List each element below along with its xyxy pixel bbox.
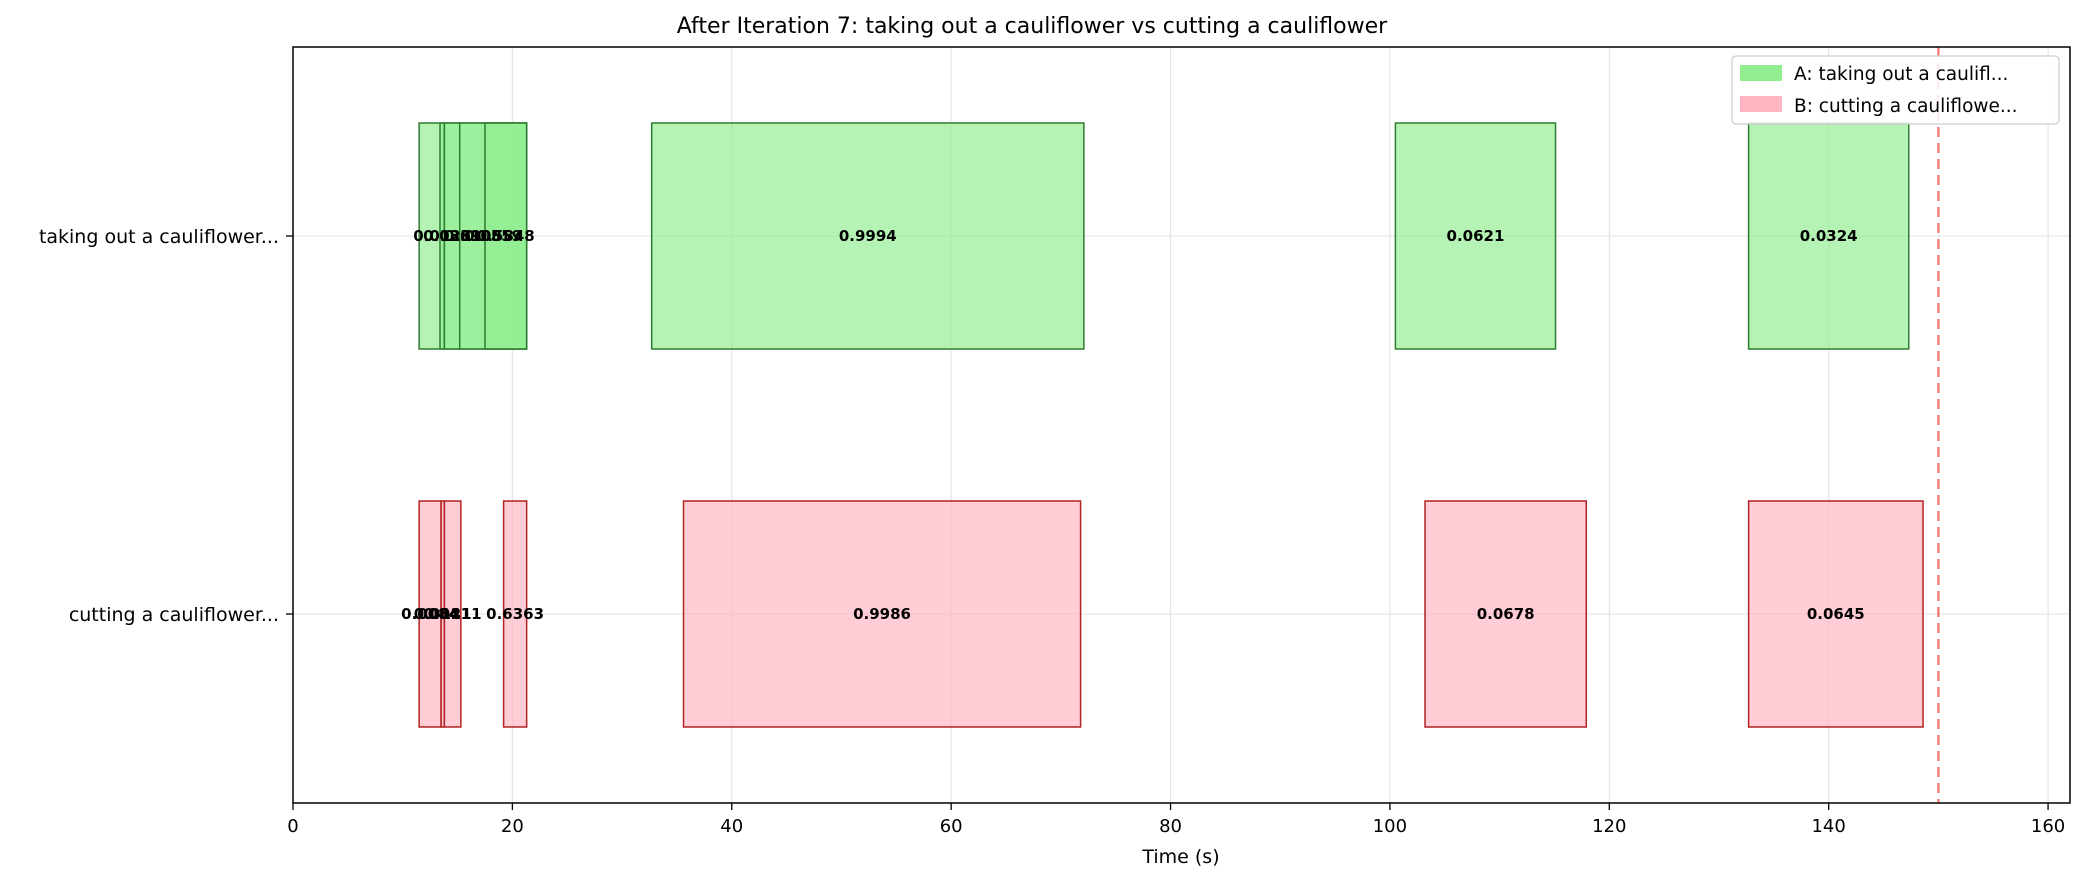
x-axis-label: Time (s) <box>1141 846 1219 868</box>
timeline-bar <box>682 500 1082 728</box>
x-tick-label: 120 <box>1592 816 1626 837</box>
y-category-label: cutting a cauliflower... <box>69 604 279 626</box>
bar-score-label: 0.0678 <box>1477 605 1535 623</box>
x-tick-label: 20 <box>501 816 524 837</box>
legend-swatch-b <box>1740 96 1782 112</box>
timeline-bar <box>443 500 462 728</box>
bar-score-label: 0.0084 <box>401 605 459 623</box>
y-axis: taking out a cauliflower... cutting a cau… <box>39 226 293 626</box>
x-tick-label: 60 <box>940 816 963 837</box>
timeline-bar <box>1747 122 1910 350</box>
timeline-bar <box>1424 500 1588 728</box>
legend-label-b: B: cutting a cauliflowe... <box>1794 96 2018 117</box>
bar-score-label: 0.0411 <box>424 605 482 623</box>
legend-label-a: A: taking out a caulifl... <box>1794 64 2008 85</box>
bars-layer <box>418 122 1924 728</box>
bar-score-label: 0.5848 <box>477 227 535 245</box>
bar-score-label: 0.9994 <box>839 227 897 245</box>
bar-score-label: 0.0128 <box>413 227 471 245</box>
bar-score-label: 0.0108 <box>444 227 502 245</box>
timeline-bar <box>1747 500 1924 728</box>
bar-score-label: 0.0121 <box>414 605 472 623</box>
timeline-bar <box>484 122 528 350</box>
bar-score-label: 0.6363 <box>486 605 544 623</box>
bar-score-label: 0.0559 <box>464 227 522 245</box>
x-tick-label: 0 <box>287 816 298 837</box>
x-tick-label: 40 <box>720 816 743 837</box>
plot-frame <box>292 46 2071 804</box>
x-axis: 0 20 40 60 80 100 120 140 160 <box>287 803 2065 837</box>
timeline-bar <box>650 122 1085 350</box>
bar-score-label: 0.0339 <box>423 227 481 245</box>
legend-box <box>1731 55 2060 125</box>
x-tick-label: 100 <box>1373 816 1407 837</box>
y-category-label: taking out a cauliflower... <box>39 226 279 248</box>
x-tick-label: 80 <box>1159 816 1182 837</box>
timeline-bar <box>502 500 528 728</box>
bar-score-label: 0.0621 <box>1447 227 1505 245</box>
bar-score-label: 0.0324 <box>1800 227 1858 245</box>
legend: A: taking out a caulifl... B: cutting a … <box>1731 55 2060 125</box>
x-tick-label: 140 <box>1811 816 1845 837</box>
legend-swatch-a <box>1740 65 1782 81</box>
bar-score-label: 0.0645 <box>1807 605 1865 623</box>
bar-score-label: 0.9986 <box>853 605 911 623</box>
chart-title: After Iteration 7: taking out a cauliflo… <box>677 14 1388 39</box>
x-tick-label: 160 <box>2031 816 2065 837</box>
timeline-bar <box>1394 122 1557 350</box>
